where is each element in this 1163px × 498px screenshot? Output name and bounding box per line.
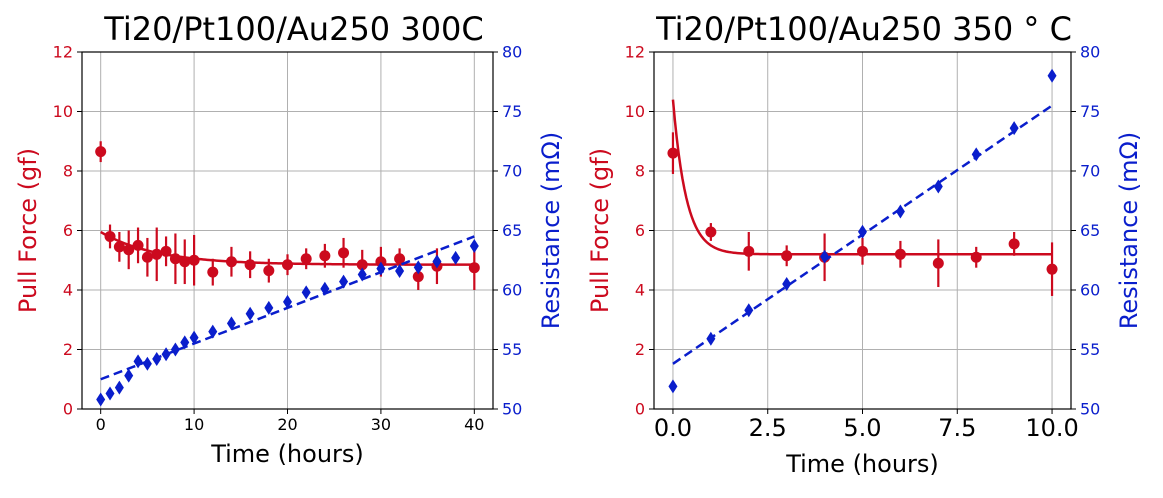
- y-right-tick-label: 55: [502, 340, 522, 359]
- x-tick-label: 2.5: [749, 414, 787, 442]
- resistance-point: [264, 300, 274, 315]
- force-point: [113, 241, 125, 253]
- resistance-fit-line: [672, 104, 1053, 365]
- y-left-tick-label: 12: [53, 43, 73, 62]
- y-right-tick-label: 70: [502, 162, 522, 181]
- resistance-point: [142, 356, 152, 371]
- y-left-tick-label: 2: [635, 340, 645, 359]
- y-right-tick-label: 50: [502, 400, 522, 419]
- force-point: [300, 253, 312, 265]
- resistance-point: [245, 306, 255, 321]
- y-right-tick-label: 50: [1080, 400, 1100, 419]
- y-left-tick-label: 6: [63, 221, 73, 240]
- resistance-point: [301, 285, 311, 300]
- resistance-point: [96, 392, 106, 407]
- y-left-tick-label: 10: [53, 102, 73, 121]
- resistance-point: [283, 294, 292, 309]
- resistance-point: [451, 250, 461, 265]
- resistance-point: [189, 330, 199, 345]
- force-point: [263, 265, 275, 277]
- force-point: [932, 257, 944, 269]
- resistance-point: [170, 342, 180, 357]
- force-point: [1008, 238, 1020, 250]
- y-left-tick-label: 6: [635, 221, 645, 240]
- x-tick-label: 20: [277, 415, 297, 434]
- y-left-tick-label: 4: [63, 281, 73, 300]
- y-right-tick-label: 55: [1080, 340, 1100, 359]
- y-left-tick-label: 2: [63, 340, 73, 359]
- resistance-point: [395, 263, 405, 278]
- y-right-tick-label: 60: [1080, 281, 1100, 300]
- force-point: [319, 250, 331, 262]
- y-right-tick-label: 65: [1080, 221, 1100, 240]
- force-point: [394, 253, 406, 265]
- y-right-tick-label: 80: [502, 43, 522, 62]
- x-tick-label: 30: [371, 415, 391, 434]
- resistance-point: [469, 238, 479, 253]
- resistance-point: [208, 324, 218, 339]
- force-point: [244, 259, 256, 271]
- resistance-point: [339, 274, 349, 289]
- chart-title: Ti20/Pt100/Au250 350 ° C: [655, 10, 1072, 48]
- resistance-point: [413, 260, 423, 275]
- force-point: [781, 250, 793, 262]
- y-left-axis-label: Pull Force (gf): [586, 148, 614, 313]
- force-point: [705, 226, 717, 238]
- resistance-fit-line: [100, 235, 475, 381]
- force-fit-line: [671, 99, 1053, 256]
- y-right-tick-label: 70: [1080, 162, 1100, 181]
- y-left-tick-label: 0: [63, 400, 73, 419]
- x-tick-label: 10.0: [1025, 414, 1078, 442]
- x-axis-label: Time (hours): [210, 440, 364, 468]
- y-right-tick-label: 80: [1080, 43, 1100, 62]
- y-left-tick-label: 4: [635, 281, 645, 300]
- x-tick-label: 0.0: [654, 414, 692, 442]
- x-tick-label: 40: [464, 415, 484, 434]
- force-point: [188, 254, 200, 266]
- x-tick-label: 10: [184, 415, 204, 434]
- chart-panel-1: 0 10 20 30 40 0 2 4 6 8 10 12 50 55 60 65 70 75 80 Ti20/Pt1…: [14, 10, 565, 468]
- resistance-point: [105, 386, 115, 401]
- y-left-tick-label: 0: [635, 400, 645, 419]
- y-right-tick-label: 65: [502, 221, 522, 240]
- y-left-tick-label: 12: [625, 43, 645, 62]
- resistance-point: [432, 254, 442, 269]
- plot-area: [667, 68, 1058, 394]
- y-right-axis-label: Resistance (mΩ): [537, 132, 565, 329]
- force-point: [743, 245, 755, 257]
- force-point: [141, 251, 153, 263]
- force-point: [412, 271, 424, 283]
- x-tick-label: 5.0: [843, 414, 881, 442]
- x-axis-label: Time (hours): [785, 450, 939, 478]
- y-right-tick-label: 75: [502, 102, 522, 121]
- x-tick-label: 0: [96, 415, 106, 434]
- resistance-point: [226, 316, 236, 331]
- force-point: [207, 266, 219, 278]
- x-tick-label: 7.5: [938, 414, 976, 442]
- plot-area: [95, 141, 480, 407]
- y-left-tick-label: 8: [635, 162, 645, 181]
- resistance-point: [161, 347, 171, 362]
- resistance-point: [782, 277, 792, 292]
- chart-title: Ti20/Pt100/Au250 300C: [103, 10, 484, 48]
- y-left-tick-label: 8: [63, 162, 73, 181]
- y-left-tick-label: 10: [625, 102, 645, 121]
- force-point: [667, 147, 679, 159]
- force-point: [95, 146, 107, 158]
- resistance-point: [124, 368, 134, 383]
- resistance-point: [114, 380, 124, 395]
- y-right-axis-label: Resistance (mΩ): [1115, 132, 1143, 329]
- y-right-tick-label: 60: [502, 281, 522, 300]
- force-fit-line: [100, 230, 475, 266]
- resistance-point: [357, 267, 367, 282]
- resistance-point: [668, 379, 678, 394]
- resistance-point: [895, 204, 905, 219]
- chart-panel-2: 0.0 2.5 5.0 7.5 10.0 0 2 4 6 8 10 12 50 55 60 65 70 75 80 T…: [586, 10, 1143, 478]
- y-left-axis-label: Pull Force (gf): [14, 148, 42, 313]
- y-right-tick-label: 75: [1080, 102, 1100, 121]
- force-point: [1046, 263, 1058, 275]
- resistance-point: [1047, 68, 1057, 83]
- force-point: [338, 247, 350, 259]
